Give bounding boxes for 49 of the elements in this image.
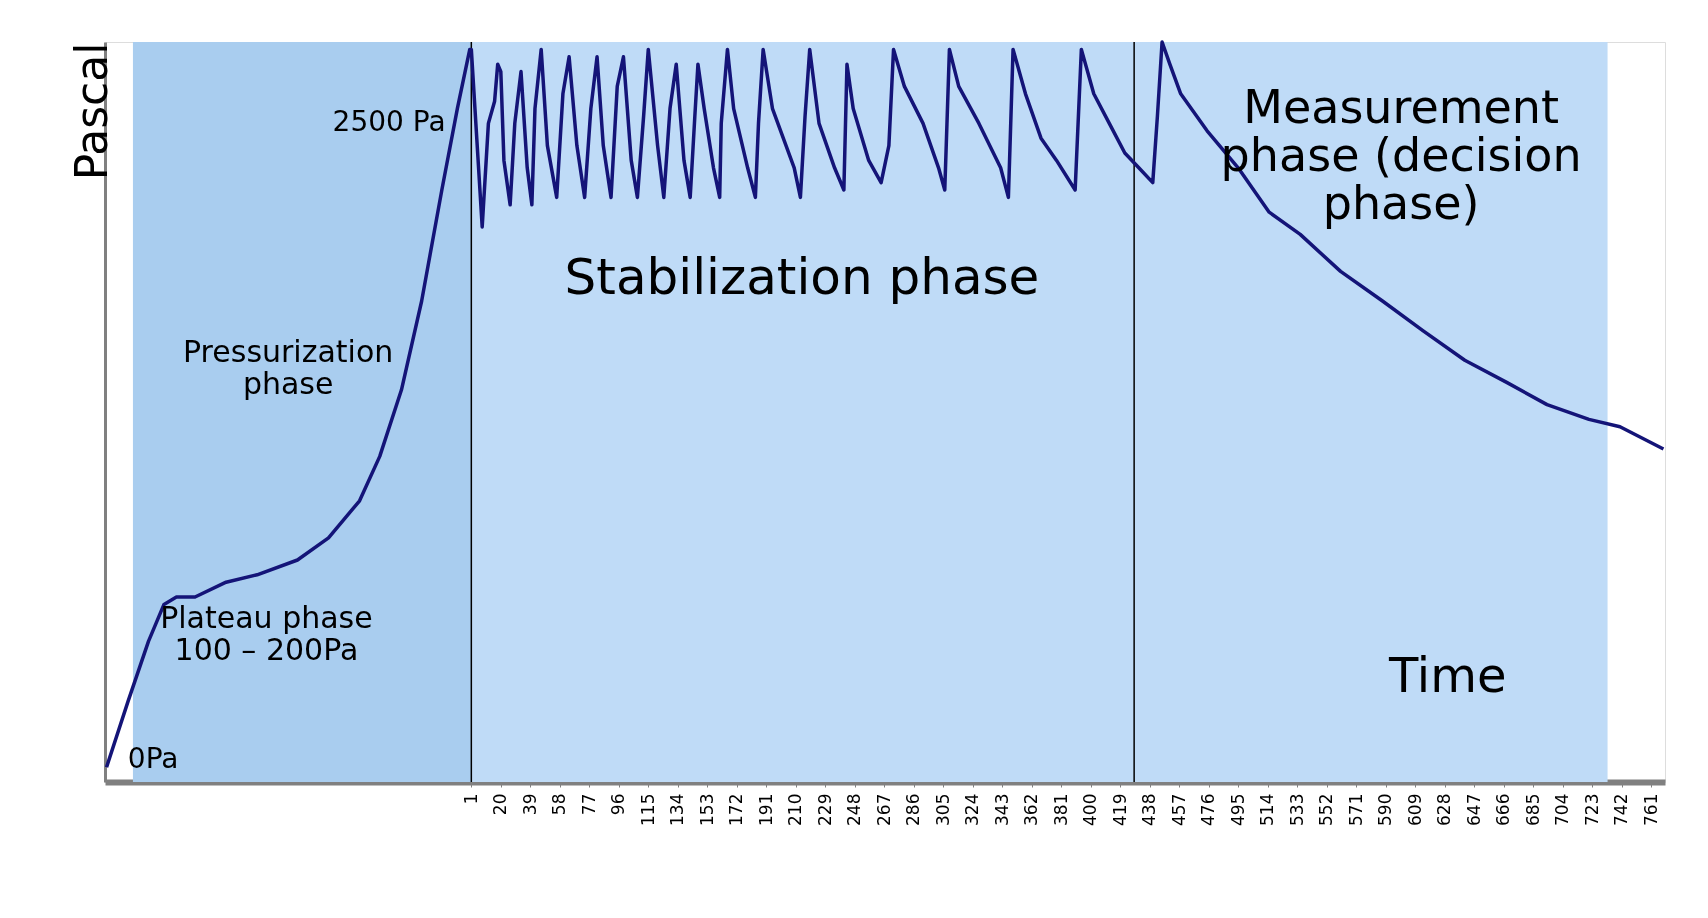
y-axis-title: Pascal (65, 42, 117, 181)
x-tick-label: 609 (1404, 793, 1425, 826)
x-tick-label: 761 (1640, 793, 1661, 826)
x-tick-label: 286 (903, 793, 924, 826)
x-tick-label: 495 (1227, 793, 1248, 826)
annotation: Plateau phase 100 – 200Pa (160, 600, 373, 668)
x-tick-label: 419 (1109, 793, 1130, 826)
annotation: Measurement phase (decision phase) (1220, 79, 1582, 230)
x-tick-label: 229 (814, 793, 835, 826)
annotation: Pressurization phase (183, 333, 394, 401)
x-tick-label: 381 (1050, 793, 1071, 826)
x-tick-label: 343 (991, 793, 1012, 826)
x-tick-label: 704 (1552, 793, 1573, 826)
x-tick-label: 571 (1345, 793, 1366, 826)
x-tick-label: 647 (1463, 793, 1484, 826)
x-tick-label: 58 (549, 793, 570, 816)
x-tick-label: 590 (1375, 793, 1396, 826)
x-tick-label: 248 (844, 793, 865, 826)
x-tick-label: 476 (1198, 793, 1219, 826)
x-tick-label: 210 (785, 793, 806, 826)
x-tick-label: 134 (667, 793, 688, 826)
annotation: 2500 Pa (332, 105, 446, 139)
x-tick-label: 96 (608, 793, 629, 816)
x-tick-label: 552 (1316, 793, 1337, 826)
x-tick-label: 172 (726, 793, 747, 826)
x-tick-label: 324 (962, 793, 983, 826)
x-tick-label: 457 (1168, 793, 1189, 826)
x-tick-label: 438 (1139, 793, 1160, 826)
x-tick-label: 20 (490, 793, 511, 816)
x-tick-label: 628 (1434, 793, 1455, 826)
x-tick-label: 153 (696, 793, 717, 826)
x-axis-title: Time (1387, 647, 1507, 704)
x-tick-label: 514 (1257, 793, 1278, 826)
x-tick-label: 685 (1522, 793, 1543, 826)
x-tick-label: 400 (1080, 793, 1101, 826)
x-tick-label: 39 (519, 793, 540, 816)
annotation: Stabilization phase (564, 247, 1040, 306)
x-tick-label: 533 (1286, 793, 1307, 826)
x-tick-label: 1 (460, 793, 481, 805)
x-tick-label: 115 (637, 793, 658, 826)
x-tick-label: 77 (578, 793, 599, 816)
x-tick-label: 666 (1493, 793, 1514, 826)
x-tick-label: 305 (932, 793, 953, 826)
x-tick-label: 267 (873, 793, 894, 826)
x-tick-label: 723 (1581, 793, 1602, 826)
x-tick-label: 191 (755, 793, 776, 826)
x-tick-label: 742 (1611, 793, 1632, 826)
x-tick-label: 362 (1021, 793, 1042, 826)
annotation: 0Pa (127, 741, 179, 775)
